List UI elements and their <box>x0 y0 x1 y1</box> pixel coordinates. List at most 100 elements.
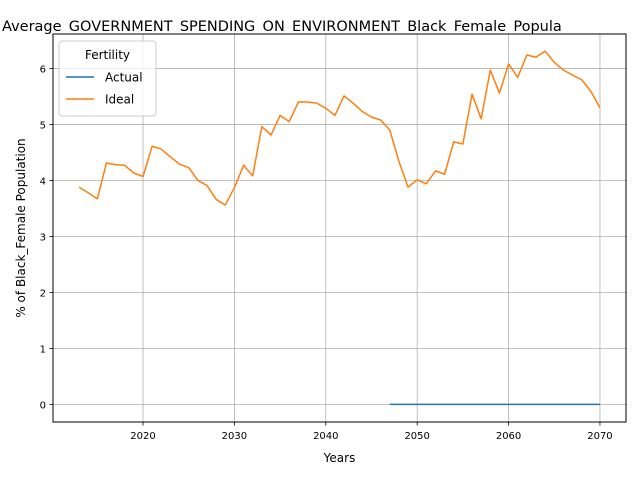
data-point-actual <box>563 404 564 405</box>
data-point-actual <box>417 404 418 405</box>
chart-title: Average_GOVERNMENT_SPENDING_ON_ENVIRONME… <box>2 19 562 35</box>
legend-box <box>58 40 157 117</box>
x-tick-label: 2060 <box>496 431 521 442</box>
data-point-ideal <box>307 101 308 102</box>
x-tick-label: 2040 <box>313 431 338 442</box>
data-point-ideal <box>417 179 418 180</box>
y-tick-label: 0 <box>40 400 46 411</box>
data-point-ideal <box>526 54 527 55</box>
data-point-ideal <box>334 115 335 116</box>
x-tick-label: 2070 <box>587 431 612 442</box>
data-point-ideal <box>197 180 198 181</box>
legend-label-ideal: Ideal <box>105 93 134 107</box>
data-point-ideal <box>252 175 253 176</box>
data-point-ideal <box>243 165 244 166</box>
x-tick-label: 2020 <box>130 431 155 442</box>
data-point-actual <box>526 404 527 405</box>
tick-layer: 2020 2030 2040 2050 2060 2070 0 1 2 3 4 5 6 <box>40 64 613 442</box>
data-point-ideal <box>407 187 408 188</box>
data-point-ideal <box>124 165 125 166</box>
data-point-actual <box>545 404 546 405</box>
data-point-ideal <box>380 119 381 120</box>
data-point-ideal <box>435 170 436 171</box>
x-tick-label: 2030 <box>222 431 247 442</box>
data-point-ideal <box>481 118 482 119</box>
data-point-actual <box>590 404 591 405</box>
data-point-ideal <box>353 103 354 104</box>
data-point-actual <box>599 404 600 405</box>
data-point-actual <box>535 404 536 405</box>
data-point-actual <box>407 404 408 405</box>
data-point-ideal <box>371 117 372 118</box>
data-point-ideal <box>115 164 116 165</box>
data-point-actual <box>554 404 555 405</box>
data-point-actual <box>435 404 436 405</box>
y-tick-label: 3 <box>40 232 46 243</box>
data-point-ideal <box>280 115 281 116</box>
data-point-ideal <box>535 57 536 58</box>
data-point-actual <box>490 404 491 405</box>
x-tick-label: 2050 <box>404 431 429 442</box>
data-point-ideal <box>179 164 180 165</box>
data-point-ideal <box>206 185 207 186</box>
data-point-ideal <box>133 173 134 174</box>
y-tick-label: 1 <box>40 344 46 355</box>
data-point-ideal <box>453 141 454 142</box>
series-layer <box>78 50 601 406</box>
data-point-actual <box>453 404 454 405</box>
data-point-ideal <box>590 91 591 92</box>
data-point-actual <box>462 404 463 405</box>
data-point-ideal <box>325 108 326 109</box>
data-point-ideal <box>106 162 107 163</box>
legend: Fertility Actual Ideal <box>58 40 157 117</box>
data-point-ideal <box>298 101 299 102</box>
data-point-ideal <box>170 156 171 157</box>
data-point-ideal <box>78 187 79 188</box>
data-point-ideal <box>289 121 290 122</box>
x-axis-label: Years <box>323 451 356 465</box>
data-point-actual <box>517 404 518 405</box>
data-point-actual <box>508 404 509 405</box>
data-point-ideal <box>508 63 509 64</box>
data-point-ideal <box>471 94 472 95</box>
data-point-ideal <box>398 161 399 162</box>
data-point-ideal <box>599 107 600 108</box>
y-tick-label: 5 <box>40 120 46 131</box>
y-tick-label: 4 <box>40 176 46 187</box>
data-point-ideal <box>444 174 445 175</box>
legend-label-actual: Actual <box>105 71 143 85</box>
data-point-ideal <box>545 50 546 51</box>
data-point-ideal <box>581 79 582 80</box>
data-point-ideal <box>572 75 573 76</box>
data-point-ideal <box>462 143 463 144</box>
data-point-ideal <box>97 198 98 199</box>
data-point-ideal <box>389 129 390 130</box>
data-point-ideal <box>362 111 363 112</box>
series-line-ideal <box>78 50 601 206</box>
data-point-actual <box>389 404 390 405</box>
data-point-actual <box>471 404 472 405</box>
data-point-ideal <box>225 204 226 205</box>
legend-title: Fertility <box>85 48 130 62</box>
data-point-ideal <box>261 126 262 127</box>
data-point-ideal <box>188 167 189 168</box>
data-point-ideal <box>316 103 317 104</box>
y-tick-label: 6 <box>40 64 46 75</box>
data-point-ideal <box>161 148 162 149</box>
data-point-actual <box>444 404 445 405</box>
data-point-actual <box>572 404 573 405</box>
data-point-actual <box>398 404 399 405</box>
y-axis-label: % of Black_Female Population <box>14 138 28 317</box>
y-tick-label: 2 <box>40 288 46 299</box>
data-point-actual <box>481 404 482 405</box>
data-point-actual <box>581 404 582 405</box>
data-point-ideal <box>426 183 427 184</box>
plot-frame <box>52 33 627 423</box>
data-point-actual <box>499 404 500 405</box>
data-point-ideal <box>517 77 518 78</box>
data-point-ideal <box>142 176 143 177</box>
data-point-ideal <box>554 62 555 63</box>
data-point-ideal <box>343 95 344 96</box>
